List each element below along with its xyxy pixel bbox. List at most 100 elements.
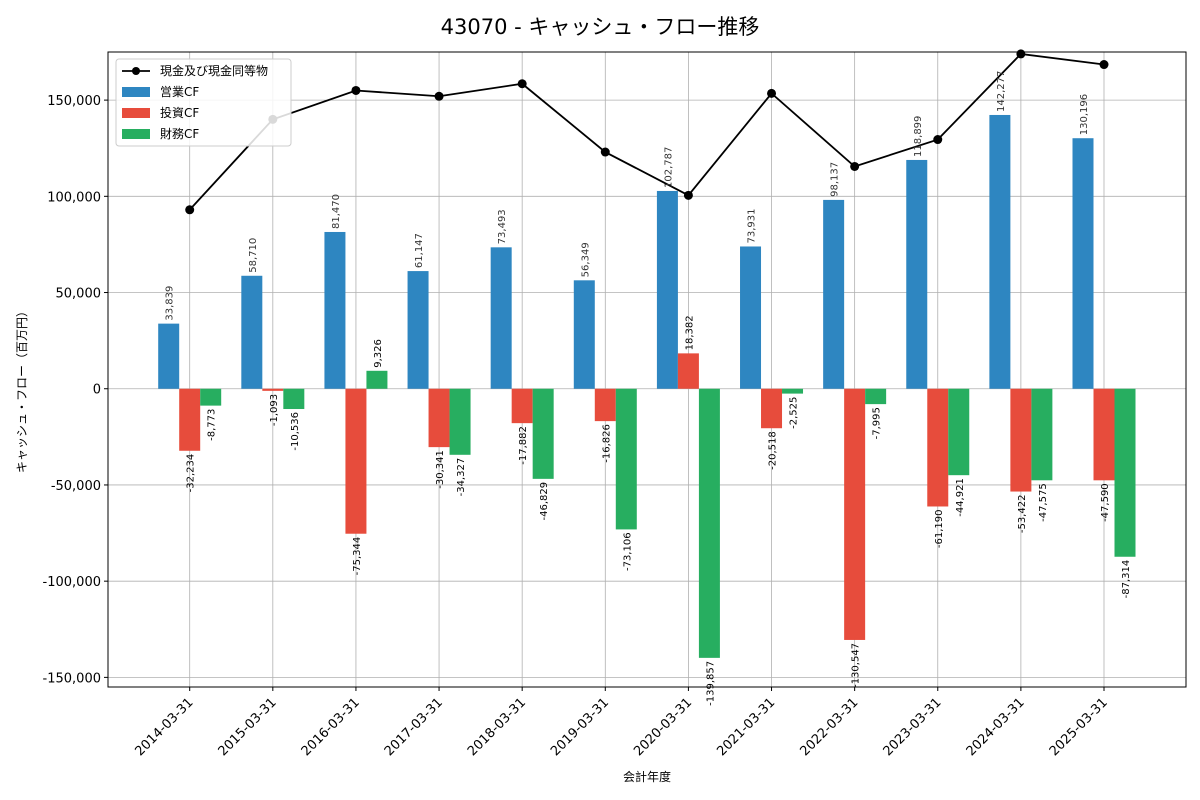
- bar-value-label: 18,382: [684, 315, 695, 350]
- bar: [761, 388, 783, 429]
- bar: [573, 280, 595, 389]
- legend-swatch: [122, 129, 150, 139]
- bar: [428, 388, 450, 448]
- bar: [927, 388, 949, 507]
- cash-line-point: [351, 85, 361, 95]
- bar-value-label: -61,190: [934, 509, 945, 548]
- legend-box: [115, 58, 292, 147]
- bar: [698, 388, 720, 658]
- bar: [283, 388, 305, 410]
- bar: [656, 190, 678, 389]
- y-tick-label: 50,000: [56, 287, 102, 302]
- bar-value-label: -2,525: [789, 397, 800, 429]
- bar-value-label: -130,547: [851, 643, 862, 688]
- bar-value-label: 61,147: [414, 233, 425, 268]
- bar: [490, 247, 512, 389]
- cash-line-point: [1016, 49, 1026, 59]
- bar-value-label: 102,787: [663, 147, 674, 188]
- plot-frame: [107, 51, 1187, 688]
- bar: [740, 246, 762, 389]
- bar-value-label: 142,277: [996, 71, 1007, 112]
- y-tick-label: 100,000: [47, 190, 101, 205]
- bar-value-label: -20,518: [768, 431, 779, 470]
- bar: [615, 388, 637, 530]
- bar: [511, 388, 533, 424]
- bar: [948, 388, 970, 476]
- bar: [449, 388, 471, 455]
- bar: [1114, 388, 1136, 557]
- bar-value-label: -47,590: [1100, 483, 1111, 522]
- bar: [989, 114, 1011, 389]
- cash-line-point: [434, 91, 444, 101]
- x-tick-label: 2014-03-31: [132, 695, 196, 759]
- bar-value-label: 81,470: [331, 194, 342, 229]
- bar: [532, 388, 554, 479]
- bar-value-label: 33,839: [165, 286, 176, 321]
- bar-value-label: -10,536: [290, 412, 301, 451]
- bar: [1031, 388, 1053, 481]
- bar: [241, 275, 263, 389]
- y-tick-label: -50,000: [51, 479, 101, 494]
- bar: [782, 388, 804, 394]
- bar-value-label: -75,344: [352, 537, 363, 576]
- x-tick-label: 2025-03-31: [1047, 695, 1111, 759]
- data-labels: 33,839 58,710 81,470 61,147 73,493 56,349 102,…: [165, 71, 1132, 706]
- cash-line-path: [189, 52, 1105, 211]
- bar: [823, 199, 845, 389]
- bars: [158, 114, 1136, 658]
- cash-line-point: [1099, 60, 1109, 70]
- bar-value-label: -8,773: [207, 409, 218, 441]
- bar-value-label: -7,995: [872, 407, 883, 439]
- x-tick-label: 2021-03-31: [714, 695, 778, 759]
- bar-value-label: -139,857: [705, 661, 716, 706]
- legend-marker: [132, 67, 140, 75]
- bar: [179, 388, 201, 451]
- bar-value-label: -17,882: [518, 426, 529, 465]
- cash-line-point: [933, 135, 943, 145]
- bar: [844, 388, 866, 640]
- y-axis-label: キャッシュ・フロー（百万円）: [15, 305, 29, 473]
- x-tick-label: 2020-03-31: [631, 695, 695, 759]
- bar: [1072, 138, 1094, 389]
- grid-lines: [108, 52, 1186, 687]
- x-tick-label: 2016-03-31: [299, 695, 363, 759]
- legend-label: 財務CF: [160, 126, 199, 141]
- x-tick-label: 2015-03-31: [216, 695, 280, 759]
- x-tick-label: 2017-03-31: [382, 695, 446, 759]
- x-tick-label: 2024-03-31: [964, 695, 1028, 759]
- bar: [594, 388, 616, 422]
- bar: [407, 271, 429, 389]
- legend-label: 投資CF: [160, 105, 199, 120]
- bar-value-label: 118,899: [913, 116, 924, 157]
- bar: [1010, 388, 1032, 492]
- bar: [906, 159, 928, 389]
- bar-value-label: 73,931: [747, 208, 758, 243]
- cash-line-point: [683, 190, 693, 200]
- cash-line: [185, 49, 1109, 215]
- bar-value-label: -46,829: [539, 482, 550, 521]
- bar-value-label: 98,137: [830, 162, 841, 197]
- bar-value-label: -16,826: [601, 424, 612, 463]
- bar: [158, 323, 180, 389]
- bar-value-label: -73,106: [622, 532, 633, 571]
- bar: [865, 388, 887, 405]
- legend-label: 営業CF: [160, 85, 199, 99]
- bar: [677, 353, 699, 389]
- cash-line-point: [767, 88, 777, 98]
- bar-value-label: 9,326: [373, 339, 384, 368]
- bar: [200, 388, 222, 406]
- bar: [345, 388, 367, 534]
- cash-line-point: [517, 79, 527, 89]
- chart-title: 43070 - キャッシュ・フロー推移: [441, 15, 760, 39]
- cash-line-point: [600, 147, 610, 157]
- bar-value-label: -87,314: [1121, 560, 1132, 599]
- legend-label: 現金及び現金同等物: [160, 63, 268, 78]
- y-tick-label: 150,000: [47, 94, 101, 109]
- cash-line-point: [185, 205, 195, 215]
- bar-value-label: -47,575: [1038, 483, 1049, 522]
- bar: [262, 388, 284, 391]
- y-tick-label: -150,000: [43, 671, 101, 686]
- bar-value-label: 58,710: [248, 238, 259, 273]
